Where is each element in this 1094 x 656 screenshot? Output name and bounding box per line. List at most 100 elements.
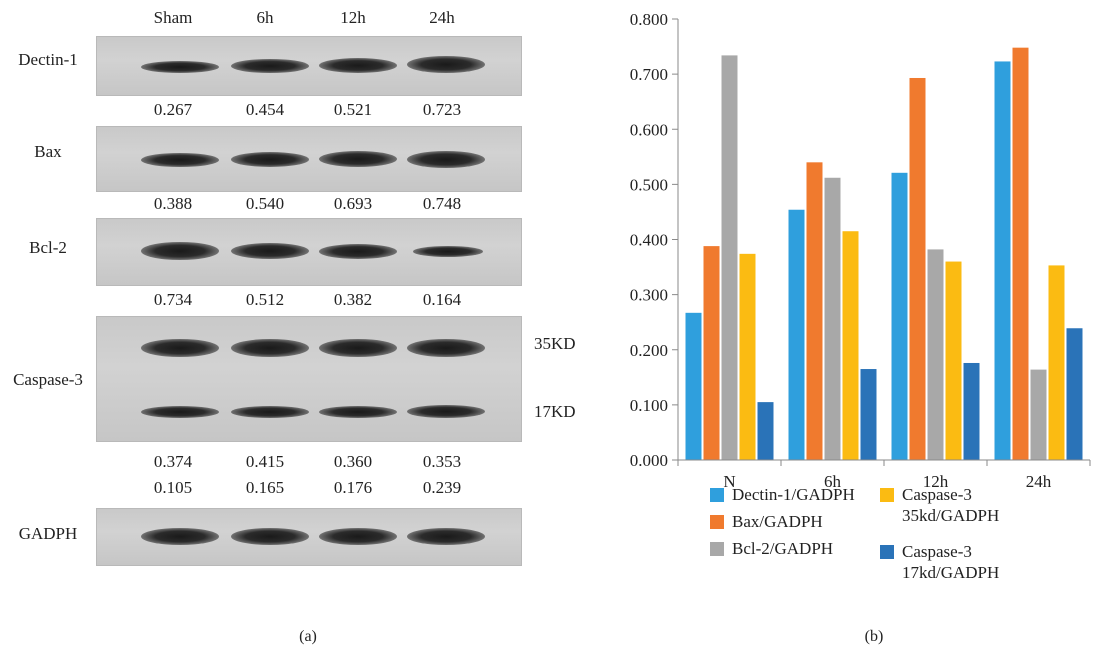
bar [1012, 47, 1029, 460]
y-tick-label: 0.500 [630, 175, 668, 194]
y-tick-label: 0.400 [630, 231, 668, 250]
legend-swatch [880, 488, 894, 502]
bar [1048, 265, 1065, 460]
quant-value: 0.415 [245, 452, 285, 471]
x-axis: N 6h 12h 24h [677, 459, 1091, 491]
bar [860, 369, 877, 460]
quant-value: 0.723 [422, 100, 462, 119]
row-label-gadph: GADPH [18, 524, 78, 543]
quant-value: 0.176 [333, 478, 373, 497]
quant-value: 0.734 [153, 290, 193, 309]
bar [927, 249, 944, 460]
legend-label: Dectin-1/GADPH [732, 485, 855, 504]
bar [963, 362, 980, 460]
quant-value: 0.748 [422, 194, 462, 213]
band [319, 58, 397, 73]
blot-dectin [96, 36, 522, 96]
y-tick-label: 0.100 [630, 396, 668, 415]
panel-caption-a: (a) [299, 628, 317, 645]
blot-caspase3 [96, 316, 522, 442]
quant-value: 0.165 [245, 478, 285, 497]
quant-value: 0.374 [153, 452, 193, 471]
lane-header-6h: 6h [256, 8, 274, 27]
band [407, 405, 485, 418]
lane-header-12h: 12h [340, 8, 366, 27]
bar [739, 253, 756, 460]
band [231, 406, 309, 418]
legend-item: Bcl-2/GADPH [710, 538, 833, 559]
quant-value: 0.164 [422, 290, 462, 309]
band [407, 151, 485, 168]
y-tick-label: 0.000 [630, 451, 668, 470]
bar [824, 177, 841, 460]
band [231, 339, 309, 357]
legend-item: Caspase-3 17kd/GADPH [880, 541, 999, 583]
bar [685, 312, 702, 460]
bar [806, 162, 823, 460]
legend-swatch [710, 515, 724, 529]
row-label-dectin: Dectin-1 [18, 50, 78, 69]
x-tick-label: 6h [824, 472, 842, 491]
bar [842, 231, 859, 460]
band [141, 339, 219, 357]
band [141, 406, 219, 418]
quant-value: 0.267 [153, 100, 193, 119]
bar [1030, 369, 1047, 460]
panel-caption-b: (b) [864, 628, 884, 645]
band [231, 528, 309, 545]
legend-label: Caspase-3 17kd/GADPH [902, 542, 1000, 582]
band [319, 339, 397, 357]
band [319, 406, 397, 418]
quant-value: 0.521 [333, 100, 373, 119]
band [231, 243, 309, 259]
row-label-caspase3: Caspase-3 [13, 370, 83, 389]
band [231, 152, 309, 167]
kd-label-35: 35KD [534, 334, 576, 353]
bar-chart: 0.000 0.100 0.200 0.300 0.400 0.500 0.600 0.700… [630, 10, 1091, 491]
band [407, 339, 485, 357]
band [319, 151, 397, 167]
x-tick-label: 24h [1026, 472, 1052, 491]
x-tick-label: 12h [923, 472, 949, 491]
quant-value: 0.382 [333, 290, 373, 309]
band [141, 61, 219, 73]
y-tick-label: 0.600 [630, 120, 668, 139]
legend-label: Bax/GADPH [732, 512, 823, 531]
bar [945, 261, 962, 460]
quant-value: 0.105 [153, 478, 193, 497]
legend-swatch [710, 542, 724, 556]
blot-bcl2 [96, 218, 522, 286]
legend-label: Bcl-2/GADPH [732, 539, 834, 558]
blot-gadph [96, 508, 522, 566]
y-axis: 0.000 0.100 0.200 0.300 0.400 0.500 0.600 0.700… [630, 10, 679, 470]
bar [721, 55, 738, 460]
row-label-bcl2: Bcl-2 [29, 238, 67, 257]
y-tick-label: 0.700 [630, 65, 668, 84]
lane-header-sham: Sham [153, 8, 193, 27]
quant-value: 0.512 [245, 290, 285, 309]
band [231, 59, 309, 73]
bar [703, 246, 720, 460]
bar [1066, 328, 1083, 460]
band [413, 246, 483, 257]
band [319, 244, 397, 259]
row-label-bax: Bax [34, 142, 62, 161]
band [141, 242, 219, 260]
x-tick-label: N [723, 472, 735, 491]
band [141, 153, 219, 167]
quant-value: 0.540 [245, 194, 285, 213]
legend-swatch [880, 545, 894, 559]
band [407, 528, 485, 545]
y-tick-label: 0.800 [630, 10, 668, 29]
legend-label: Caspase-3 35kd/GADPH [902, 485, 1000, 525]
blot-panel: Sham 6h 12h 24h Dectin-1 0.267 0.454 0.5… [13, 8, 576, 645]
legend-item: Bax/GADPH [710, 511, 823, 532]
quant-value: 0.454 [245, 100, 285, 119]
band [141, 528, 219, 545]
legend-item: Dectin-1/GADPH [710, 484, 855, 505]
blot-bax [96, 126, 522, 192]
bar [994, 61, 1011, 460]
bars [685, 47, 1083, 460]
y-tick-label: 0.300 [630, 286, 668, 305]
quant-value: 0.239 [422, 478, 462, 497]
